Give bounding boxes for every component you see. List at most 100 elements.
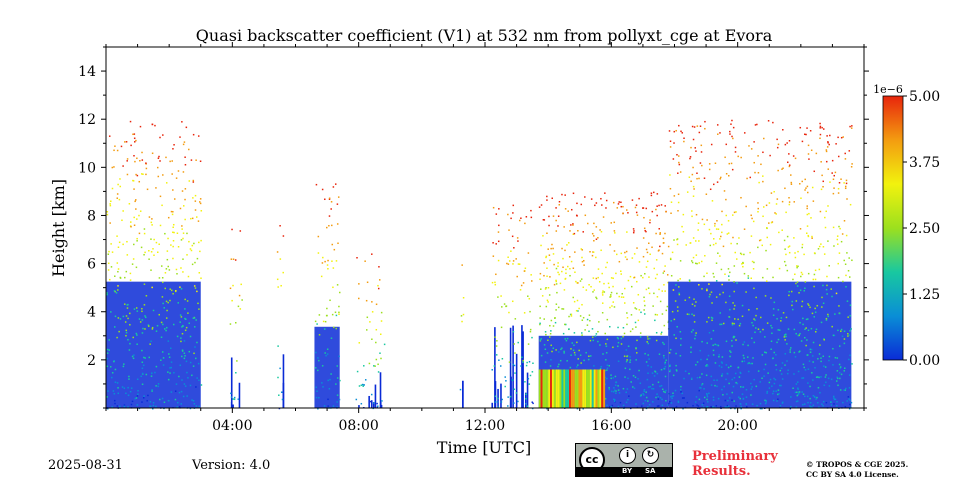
speckle-point <box>756 308 758 310</box>
speckle-point <box>571 261 573 263</box>
speckle-point <box>331 337 333 339</box>
speckle-point <box>789 140 791 142</box>
speckle-point <box>660 333 662 335</box>
speckle-point <box>840 366 842 368</box>
speckle-point <box>704 121 706 123</box>
speckle-point <box>609 406 611 408</box>
speckle-point <box>707 365 709 367</box>
speckle-point <box>177 232 179 234</box>
speckle-point <box>807 396 809 398</box>
speckle-point <box>178 170 180 172</box>
speckle-point <box>807 214 809 216</box>
speckle-point <box>130 121 132 123</box>
speckle-point <box>120 186 122 188</box>
speckle-point <box>530 210 532 212</box>
speckle-point <box>838 305 840 307</box>
speckle-point <box>720 236 722 238</box>
speckle-point <box>166 317 168 319</box>
speckle-point <box>558 307 560 309</box>
speckle-point <box>770 325 772 327</box>
speckle-point <box>796 300 798 302</box>
speckle-point <box>336 328 338 330</box>
speckle-point <box>662 342 664 344</box>
x-tick-label: 20:00 <box>717 418 757 434</box>
preliminary-line2: Results. <box>692 464 778 479</box>
speckle-point <box>574 301 576 303</box>
speckle-point <box>771 192 773 194</box>
speckle-point <box>573 345 575 347</box>
speckle-point <box>546 196 548 198</box>
speckle-point <box>188 149 190 151</box>
speckle-point <box>117 289 119 291</box>
speckle-point <box>738 367 740 369</box>
speckle-point <box>718 398 720 400</box>
speckle-point <box>165 157 167 159</box>
speckle-point <box>819 344 821 346</box>
speckle-point <box>648 276 650 278</box>
speckle-point <box>657 193 659 195</box>
speckle-point <box>361 403 363 405</box>
speckle-point <box>692 167 694 169</box>
speckle-point <box>133 258 135 260</box>
speckle-point <box>652 384 654 386</box>
speckle-point <box>630 381 632 383</box>
speckle-point <box>693 298 695 300</box>
speckle-point <box>827 142 829 144</box>
speckle-point <box>796 392 798 394</box>
speckle-point <box>524 223 526 225</box>
speckle-point <box>643 237 645 239</box>
speckle-point <box>633 232 635 234</box>
person-icon: i <box>619 447 636 464</box>
speckle-point <box>186 233 188 235</box>
speckle-point <box>555 349 557 351</box>
speckle-point <box>136 218 138 220</box>
speckle-point <box>784 261 786 263</box>
speckle-point <box>842 136 844 138</box>
speckle-point <box>544 344 546 346</box>
speckle-point <box>158 158 160 160</box>
speckle-point <box>318 360 320 362</box>
speckle-point <box>758 370 760 372</box>
speckle-point <box>662 253 664 255</box>
speckle-point <box>623 296 625 298</box>
speckle-point <box>755 124 757 126</box>
speckle-point <box>797 266 799 268</box>
speckle-point <box>317 357 319 359</box>
speckle-point <box>136 307 138 309</box>
speckle-point <box>647 336 649 338</box>
speckle-point <box>815 312 817 314</box>
speckle-point <box>775 379 777 381</box>
speckle-point <box>609 296 611 298</box>
speckle-point <box>114 145 116 147</box>
speckle-point <box>726 144 728 146</box>
speckle-point <box>732 138 734 140</box>
speckle-point <box>139 318 141 320</box>
speckle-point <box>750 394 752 396</box>
speckle-point <box>184 156 186 158</box>
speckle-point <box>496 213 498 215</box>
speckle-point <box>569 230 571 232</box>
speckle-point <box>541 338 543 340</box>
speckle-point <box>833 403 835 405</box>
speckle-point <box>576 203 578 205</box>
speckle-point <box>329 215 331 217</box>
speckle-point <box>639 309 641 311</box>
speckle-point <box>829 135 831 137</box>
speckle-point <box>653 293 655 295</box>
speckle-point <box>816 329 818 331</box>
speckle-point <box>600 198 602 200</box>
speckle-point <box>741 361 743 363</box>
speckle-point <box>513 247 515 249</box>
speckle-point <box>165 330 167 332</box>
speckle-point <box>148 258 150 260</box>
speckle-point <box>624 302 626 304</box>
speckle-point <box>335 312 337 314</box>
speckle-point <box>326 315 328 317</box>
speckle-point <box>159 160 161 162</box>
speckle-point <box>728 367 730 369</box>
speckle-point <box>778 339 780 341</box>
speckle-point <box>339 380 341 382</box>
speckle-point <box>792 279 794 281</box>
speckle-point <box>769 202 771 204</box>
speckle-point <box>546 276 548 278</box>
